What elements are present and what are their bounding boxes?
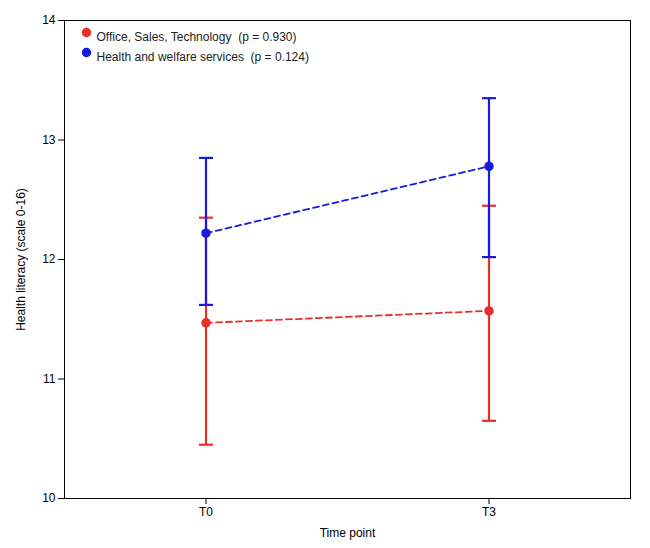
svg-text:T0: T0 bbox=[199, 505, 213, 519]
svg-text:13: 13 bbox=[42, 133, 56, 147]
svg-text:Health literacy (scale 0-16): Health literacy (scale 0-16) bbox=[14, 188, 28, 331]
svg-text:Time point: Time point bbox=[320, 526, 376, 540]
svg-text:11: 11 bbox=[43, 372, 56, 386]
svg-text:T3: T3 bbox=[482, 505, 496, 519]
svg-text:Office, Sales, Technology (p: Office, Sales, Technology (p = 0.930) bbox=[97, 30, 297, 44]
svg-text:14: 14 bbox=[42, 13, 56, 27]
svg-text:12: 12 bbox=[42, 252, 56, 266]
svg-text:Health and welfare services (: Health and welfare services (p = 0.124) bbox=[97, 50, 309, 64]
svg-text:10: 10 bbox=[42, 491, 56, 505]
